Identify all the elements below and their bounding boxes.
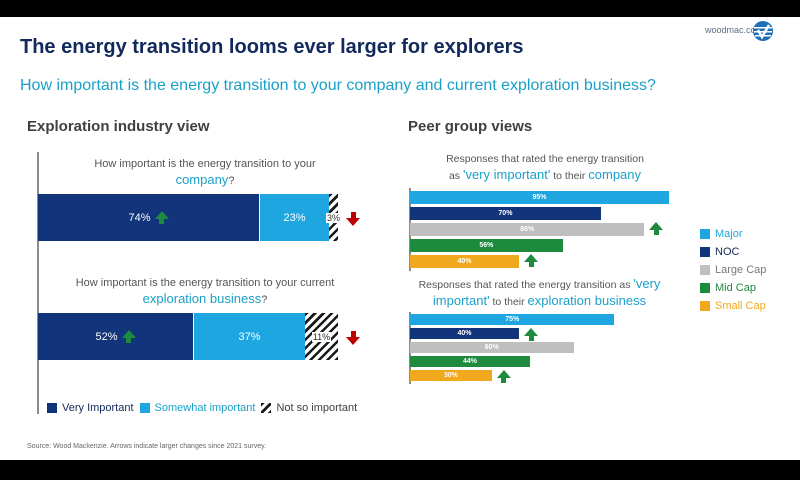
question-exploration: How important is the energy transition t… — [75, 277, 335, 306]
peer-bar-mid-cap: 56% — [410, 239, 563, 252]
bar-value-label: 86% — [520, 226, 535, 233]
bar-segment-somewhat-important: 37% — [194, 313, 305, 360]
bar-value-label: 40% — [457, 330, 472, 337]
page-title: The energy transition looms ever larger … — [20, 36, 524, 58]
legend-swatch-icon — [700, 247, 710, 257]
peer-bar-major: 75% — [410, 314, 615, 325]
legend-large-cap: Large Cap — [700, 261, 766, 279]
peer-bar-large-cap: 60% — [410, 342, 574, 353]
question-company: How important is the energy transition t… — [94, 158, 316, 187]
bar-value-label: 75% — [505, 316, 520, 323]
bar-value-label: 11% — [311, 331, 332, 342]
arrow-up-icon — [154, 210, 169, 224]
peer-bar-mid-cap: 44% — [410, 356, 530, 367]
left-legend: Very Important Somewhat important Not so… — [47, 399, 357, 417]
arrow-down-icon — [346, 212, 360, 226]
peer-bar-major: 95% — [410, 191, 669, 204]
peer-chart-title-exploration: Responses that rated the energy transiti… — [418, 276, 661, 308]
legend-very-important: Very Important — [47, 399, 134, 417]
section-title-peer: Peer group views — [408, 118, 533, 135]
bar-segment-very-important: 52% — [38, 313, 194, 360]
bar-value-label: 70% — [498, 210, 513, 217]
legend-swatch-icon — [47, 403, 57, 413]
arrow-up-icon — [121, 329, 136, 343]
bar-segment-very-important: 74% — [38, 194, 260, 241]
legend-swatch-icon — [700, 265, 710, 275]
bar-value-label: 95% — [532, 194, 547, 201]
peer-axis-company — [409, 188, 411, 271]
arrow-up-icon — [496, 370, 511, 383]
stacked-bar-company: 74% 23% 3% — [38, 194, 360, 241]
peer-bars-company: 95% 70% 86% 56% 40% — [410, 189, 680, 269]
legend-swatch-icon — [700, 301, 710, 311]
left-chart-axis — [37, 152, 39, 414]
bar-value-label: 23% — [283, 211, 306, 224]
arrow-up-icon — [524, 328, 539, 341]
bar-value-label: 44% — [462, 358, 477, 365]
peer-chart-title-company: Responses that rated the energy transiti… — [446, 153, 644, 182]
peer-legend: Major NOC Large Cap Mid Cap Small Cap — [700, 225, 766, 315]
bar-segment-not-so-important: 3% — [326, 194, 342, 241]
peer-bars-exploration: 75% 40% 60% 44% 30% — [410, 313, 680, 383]
woodmac-logo-icon — [753, 21, 773, 41]
legend-small-cap: Small Cap — [700, 297, 766, 315]
legend-somewhat-important: Somewhat important — [139, 399, 255, 417]
section-title-industry: Exploration industry view — [27, 118, 210, 135]
site-url: woodmac.com — [705, 25, 764, 35]
bar-value-label: 74% — [128, 211, 151, 224]
peer-bar-noc: 40% — [410, 328, 520, 339]
bar-segment-not-so-important: 11% — [305, 313, 338, 360]
peer-bar-small-cap: 30% — [410, 370, 492, 381]
bar-value-label: 60% — [484, 344, 499, 351]
peer-axis-exploration — [409, 312, 411, 384]
arrow-up-icon — [524, 254, 539, 267]
legend-not-so-important: Not so important — [261, 399, 357, 417]
stacked-bar-exploration: 52% 37% 11% — [38, 313, 360, 360]
bar-value-label: 56% — [479, 242, 494, 249]
legend-swatch-icon — [139, 403, 150, 413]
bar-value-label: 40% — [457, 258, 472, 265]
slide: woodmac.com The energy transition looms … — [0, 17, 800, 460]
source-footnote: Source: Wood Mackenzie. Arrows indicate … — [27, 443, 267, 450]
bar-value-label: 37% — [238, 330, 261, 343]
peer-bar-small-cap: 40% — [410, 255, 520, 268]
arrow-down-icon — [346, 331, 360, 345]
legend-major: Major — [700, 225, 766, 243]
page-subtitle: How important is the energy transition t… — [20, 77, 656, 94]
legend-swatch-icon — [700, 283, 710, 293]
bar-value-label: 3% — [326, 212, 342, 223]
bar-value-label: 52% — [95, 330, 118, 343]
bar-segment-somewhat-important: 23% — [260, 194, 329, 241]
peer-bar-noc: 70% — [410, 207, 601, 220]
legend-mid-cap: Mid Cap — [700, 279, 766, 297]
legend-hatch-swatch-icon — [261, 403, 272, 413]
peer-bar-large-cap: 86% — [410, 223, 645, 236]
legend-noc: NOC — [700, 243, 766, 261]
arrow-up-icon — [649, 222, 664, 235]
legend-swatch-icon — [700, 229, 710, 239]
bar-value-label: 30% — [443, 372, 458, 379]
